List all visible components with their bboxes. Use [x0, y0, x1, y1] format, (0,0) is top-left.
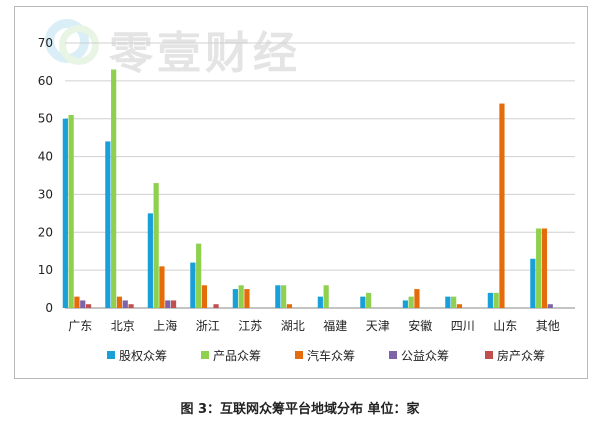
- y-tick-label: 60: [38, 74, 53, 88]
- bar: [147, 213, 153, 308]
- watermark-logo: 零壹财经: [45, 15, 375, 79]
- bar: [238, 285, 244, 308]
- bar: [530, 258, 536, 308]
- x-tick-label: 安徽: [408, 318, 432, 333]
- x-tick-label: 天津: [366, 319, 390, 333]
- y-tick-label: 50: [38, 112, 53, 126]
- bar: [499, 103, 505, 308]
- bar-chart: 0 10 20 30 40 50 60 70 广东 北京 上海 浙江 江苏 湖北 福建 天津 安徽 四川 山东 其他…: [38, 36, 575, 363]
- bar: [122, 300, 128, 308]
- bar: [360, 296, 366, 308]
- bar: [408, 296, 414, 308]
- bar: [165, 300, 171, 308]
- bar: [80, 300, 86, 308]
- bar: [105, 141, 111, 308]
- bar: [456, 304, 463, 308]
- bar: [366, 292, 372, 308]
- bar-series: [62, 69, 553, 308]
- x-tick-label: 广东: [68, 319, 92, 333]
- x-tick-label: 江苏: [238, 319, 262, 333]
- bar: [213, 304, 219, 308]
- legend-label: 汽车众筹: [307, 348, 355, 363]
- bar: [128, 304, 134, 308]
- y-tick-label: 30: [38, 187, 53, 201]
- y-tick-label: 10: [38, 263, 53, 277]
- y-tick-label: 70: [38, 36, 53, 50]
- y-tick-label: 0: [45, 301, 53, 315]
- bar: [232, 289, 238, 308]
- bar: [487, 292, 493, 308]
- y-axis-ticks: 0 10 20 30 40 50 60 70: [38, 36, 53, 315]
- grid-lines: [65, 42, 575, 309]
- watermark-text: 零壹财经: [109, 28, 301, 79]
- x-tick-label: 其他: [536, 319, 560, 333]
- bar: [62, 118, 68, 308]
- legend-swatch: [201, 351, 209, 359]
- bar: [536, 228, 542, 308]
- x-tick-label: 山东: [493, 319, 517, 333]
- legend-swatch: [295, 351, 303, 359]
- legend-label: 股权众筹: [119, 349, 167, 363]
- bar: [159, 266, 165, 308]
- bar: [323, 285, 329, 308]
- bar: [170, 300, 177, 308]
- legend-swatch: [389, 351, 397, 359]
- bar: [68, 114, 74, 308]
- legend-label: 公益众筹: [401, 349, 449, 363]
- bar: [201, 285, 208, 308]
- x-tick-label: 北京: [111, 319, 135, 333]
- bar: [414, 289, 420, 308]
- legend-swatch: [485, 351, 493, 359]
- bar: [547, 304, 553, 308]
- bar: [493, 292, 499, 308]
- bar: [190, 262, 196, 308]
- y-tick-label: 40: [38, 150, 53, 164]
- bar: [451, 296, 457, 308]
- legend-label: 房产众筹: [497, 348, 545, 363]
- legend: 股权众筹 产品众筹 汽车众筹 公益众筹 房产众筹: [107, 348, 545, 363]
- y-tick-label: 20: [38, 225, 53, 239]
- x-axis: 广东 北京 上海 浙江 江苏 湖北 福建 天津 安徽 四川 山东 其他: [68, 318, 560, 333]
- bar: [85, 304, 92, 308]
- bar: [281, 285, 287, 308]
- bar: [153, 183, 159, 308]
- chart-frame: 零壹财经 0 10 20 30 40 50 60 70 广东 北京 上海 浙江 江苏 湖北 福建 天津 安徽 四…: [14, 6, 588, 379]
- watermark-ring-icon: [59, 25, 99, 65]
- x-tick-label: 湖北: [281, 318, 305, 333]
- bar: [244, 289, 250, 308]
- legend-swatch: [107, 351, 115, 359]
- bar: [317, 296, 323, 308]
- bar: [445, 296, 451, 308]
- bar: [286, 304, 293, 308]
- bar: [74, 296, 80, 308]
- bar: [111, 69, 117, 308]
- bar: [196, 243, 202, 308]
- legend-label: 产品众筹: [213, 349, 261, 363]
- bar: [402, 300, 408, 308]
- bar: [541, 228, 548, 308]
- figure-caption: 图 3：互联网众筹平台地域分布 单位：家: [180, 402, 420, 417]
- x-tick-label: 四川: [451, 319, 475, 333]
- x-tick-label: 福建: [323, 318, 347, 333]
- x-tick-label: 浙江: [196, 319, 220, 333]
- bar: [116, 296, 123, 308]
- bar: [275, 285, 281, 308]
- x-tick-label: 上海: [153, 318, 177, 333]
